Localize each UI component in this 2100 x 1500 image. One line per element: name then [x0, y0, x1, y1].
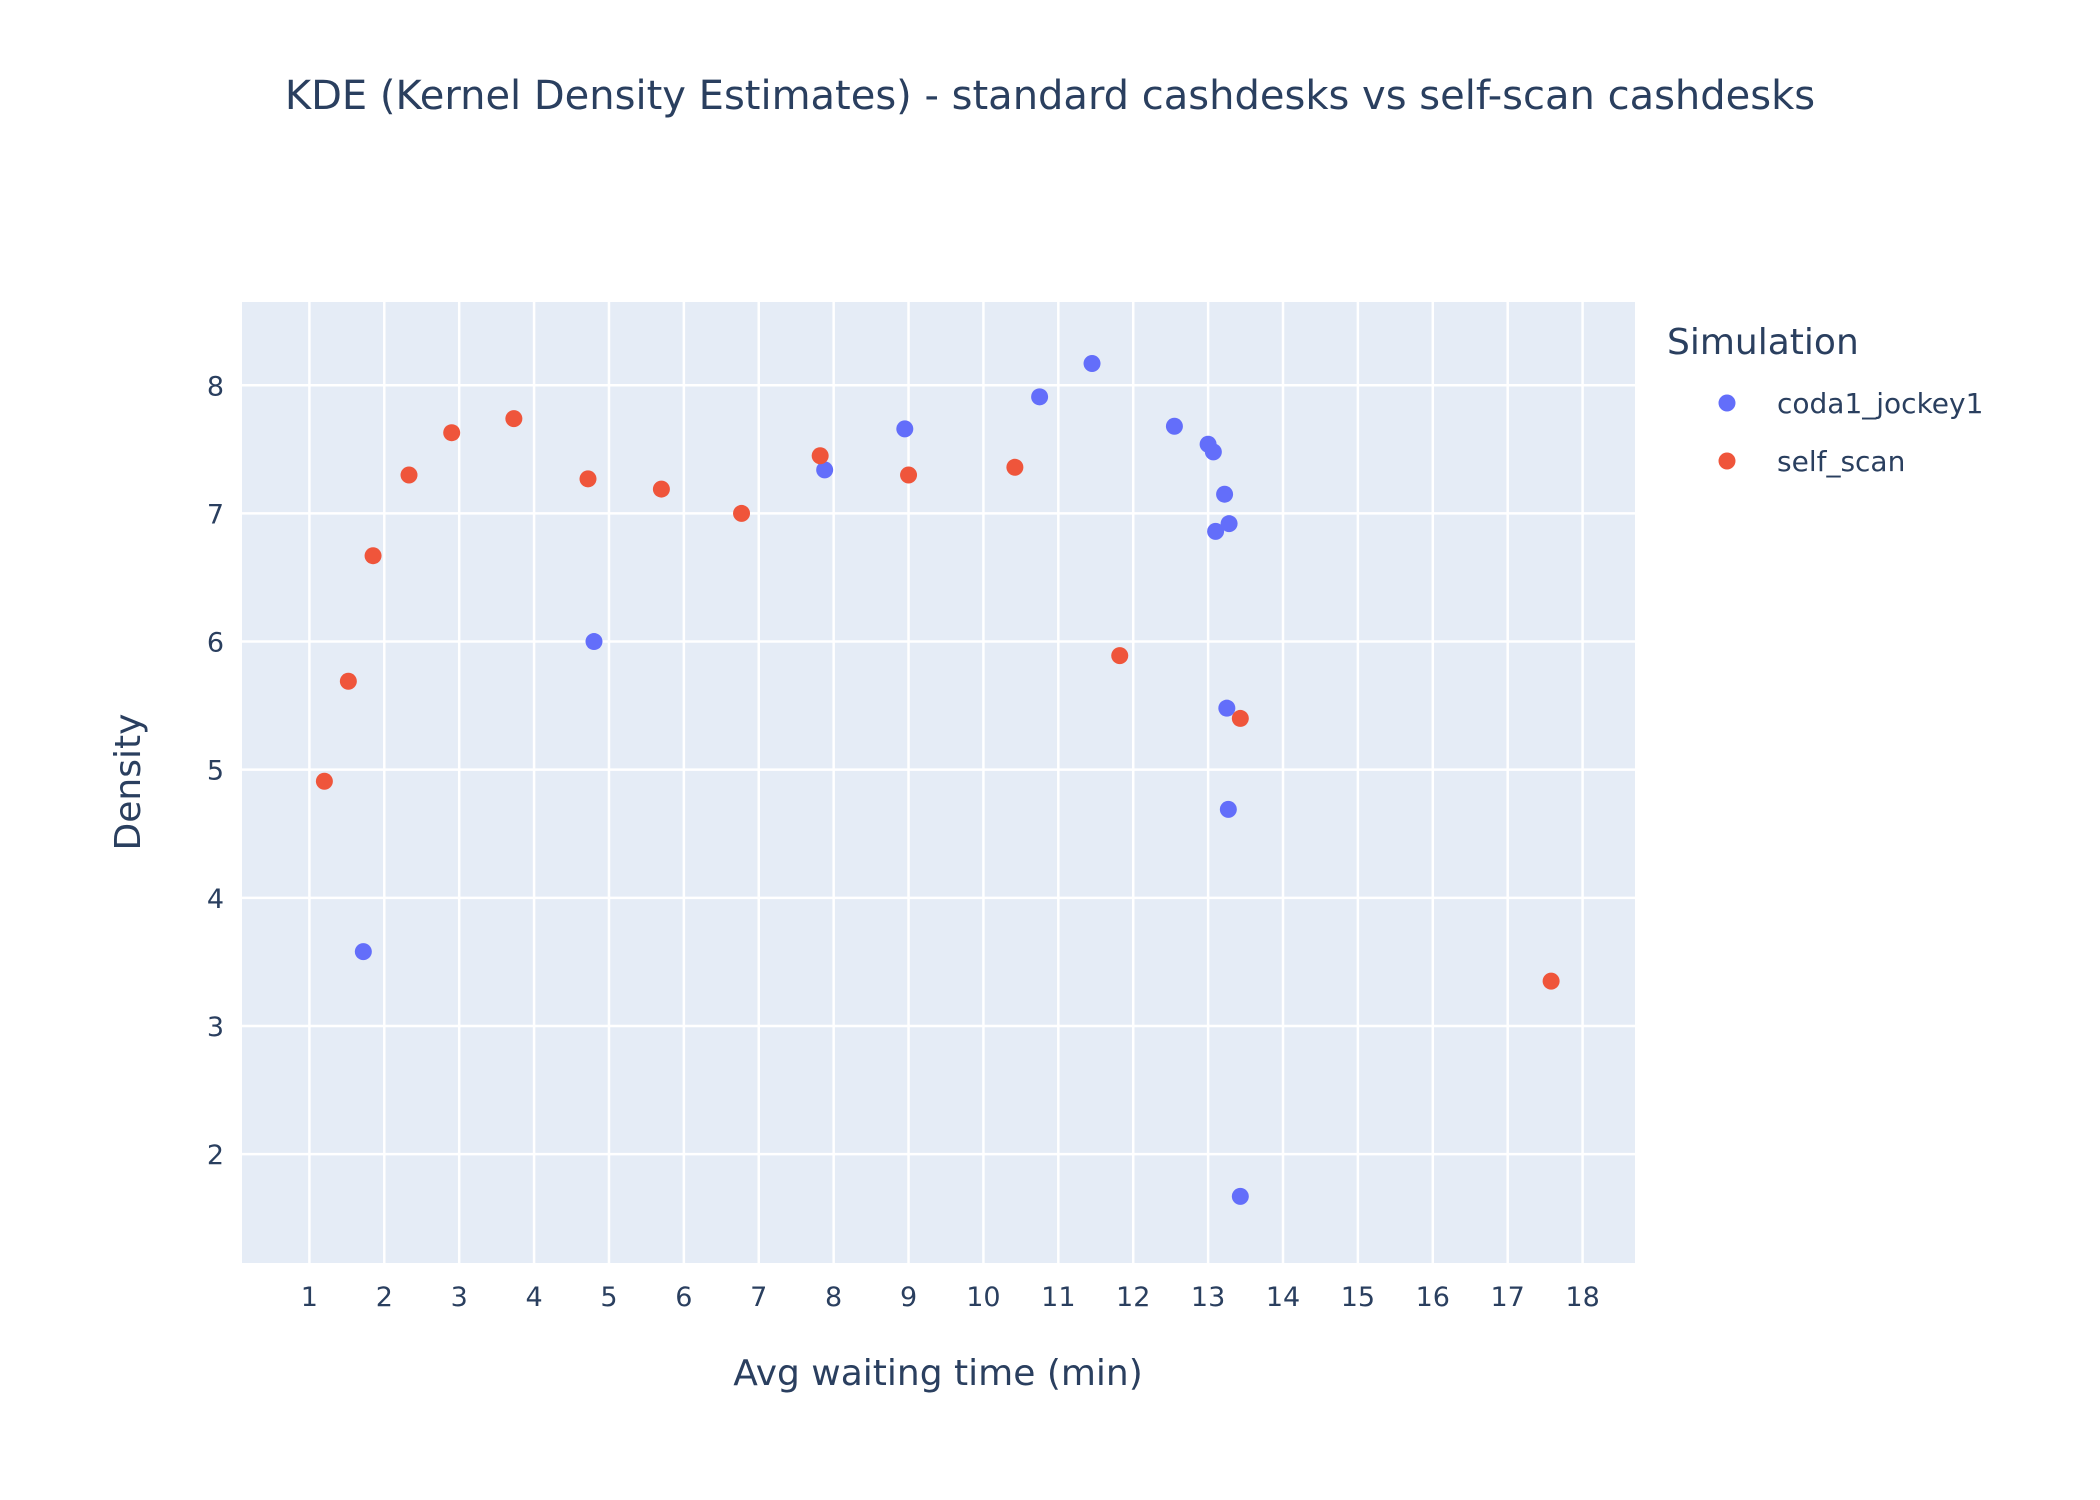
data-point — [315, 772, 333, 790]
data-point — [585, 633, 603, 651]
data-point — [811, 447, 829, 465]
y-tick-label: 6 — [207, 628, 224, 659]
x-tick-label: 3 — [451, 1282, 468, 1313]
legend-label: self_scan — [1777, 445, 1905, 478]
x-tick-label: 16 — [1416, 1282, 1450, 1313]
y-tick-label: 4 — [207, 884, 224, 915]
x-tick-label: 9 — [900, 1282, 917, 1313]
legend: Simulation coda1_jockey1 self_scan — [1667, 322, 1983, 478]
data-point — [505, 410, 523, 428]
data-point — [1083, 355, 1101, 373]
x-tick-label: 14 — [1266, 1282, 1300, 1313]
chart-title: KDE (Kernel Density Estimates) - standar… — [285, 73, 1815, 119]
x-tick-label: 7 — [750, 1282, 767, 1313]
y-axis-ticks: 2 3 4 5 6 7 8 — [207, 371, 224, 1171]
data-point — [579, 470, 597, 488]
data-point — [1220, 515, 1238, 533]
data-point — [1216, 485, 1234, 503]
legend-marker — [1718, 452, 1736, 470]
x-tick-label: 5 — [600, 1282, 617, 1313]
y-tick-label: 7 — [207, 499, 224, 530]
data-point — [1218, 699, 1236, 717]
x-tick-label: 1 — [301, 1282, 318, 1313]
legend-label: coda1_jockey1 — [1777, 387, 1983, 420]
x-tick-label: 15 — [1341, 1282, 1375, 1313]
y-axis-title: Density — [108, 714, 149, 851]
data-point — [1231, 1187, 1249, 1205]
x-axis-title: Avg waiting time (min) — [733, 1353, 1143, 1394]
data-point — [1165, 417, 1183, 435]
y-tick-label: 5 — [207, 756, 224, 787]
data-point — [339, 672, 357, 690]
series-coda1_jockey1 — [354, 355, 1249, 1205]
legend-title: Simulation — [1667, 322, 1859, 363]
data-point — [1219, 800, 1237, 818]
data-point — [1204, 443, 1222, 461]
data-point — [896, 420, 914, 438]
data-point — [354, 943, 372, 961]
plot-area — [242, 302, 1635, 1263]
x-axis-ticks: 1 2 3 4 5 6 7 8 9 10 11 12 13 14 15 16 17 18 — [301, 1282, 1600, 1313]
y-tick-label: 8 — [207, 371, 224, 402]
data-point — [400, 466, 418, 484]
x-tick-label: 8 — [825, 1282, 842, 1313]
x-tick-label: 4 — [525, 1282, 542, 1313]
legend-items: coda1_jockey1 self_scan — [1718, 387, 1984, 478]
grid-lines — [242, 302, 1635, 1263]
data-point — [1006, 458, 1024, 476]
x-tick-label: 11 — [1041, 1282, 1075, 1313]
x-tick-label: 12 — [1116, 1282, 1150, 1313]
legend-item[interactable]: coda1_jockey1 — [1718, 387, 1984, 420]
x-tick-label: 17 — [1491, 1282, 1525, 1313]
data-point — [900, 466, 918, 484]
data-point — [1031, 388, 1049, 406]
data-point — [816, 461, 834, 479]
data-point — [1111, 647, 1129, 665]
data-point — [652, 480, 670, 498]
legend-item[interactable]: self_scan — [1718, 445, 1906, 478]
y-tick-label: 2 — [207, 1140, 224, 1171]
data-point — [1231, 709, 1249, 727]
x-tick-label: 13 — [1191, 1282, 1225, 1313]
series-self_scan — [315, 410, 1560, 990]
x-tick-label: 18 — [1565, 1282, 1599, 1313]
data-point — [364, 547, 382, 565]
data-point — [1207, 522, 1225, 540]
data-points — [315, 355, 1560, 1205]
x-tick-label: 10 — [966, 1282, 1000, 1313]
x-tick-label: 2 — [376, 1282, 393, 1313]
y-tick-label: 3 — [207, 1012, 224, 1043]
legend-marker — [1718, 394, 1736, 412]
data-point — [443, 424, 461, 442]
x-tick-label: 6 — [675, 1282, 692, 1313]
data-point — [733, 504, 751, 522]
data-point — [1542, 972, 1560, 990]
